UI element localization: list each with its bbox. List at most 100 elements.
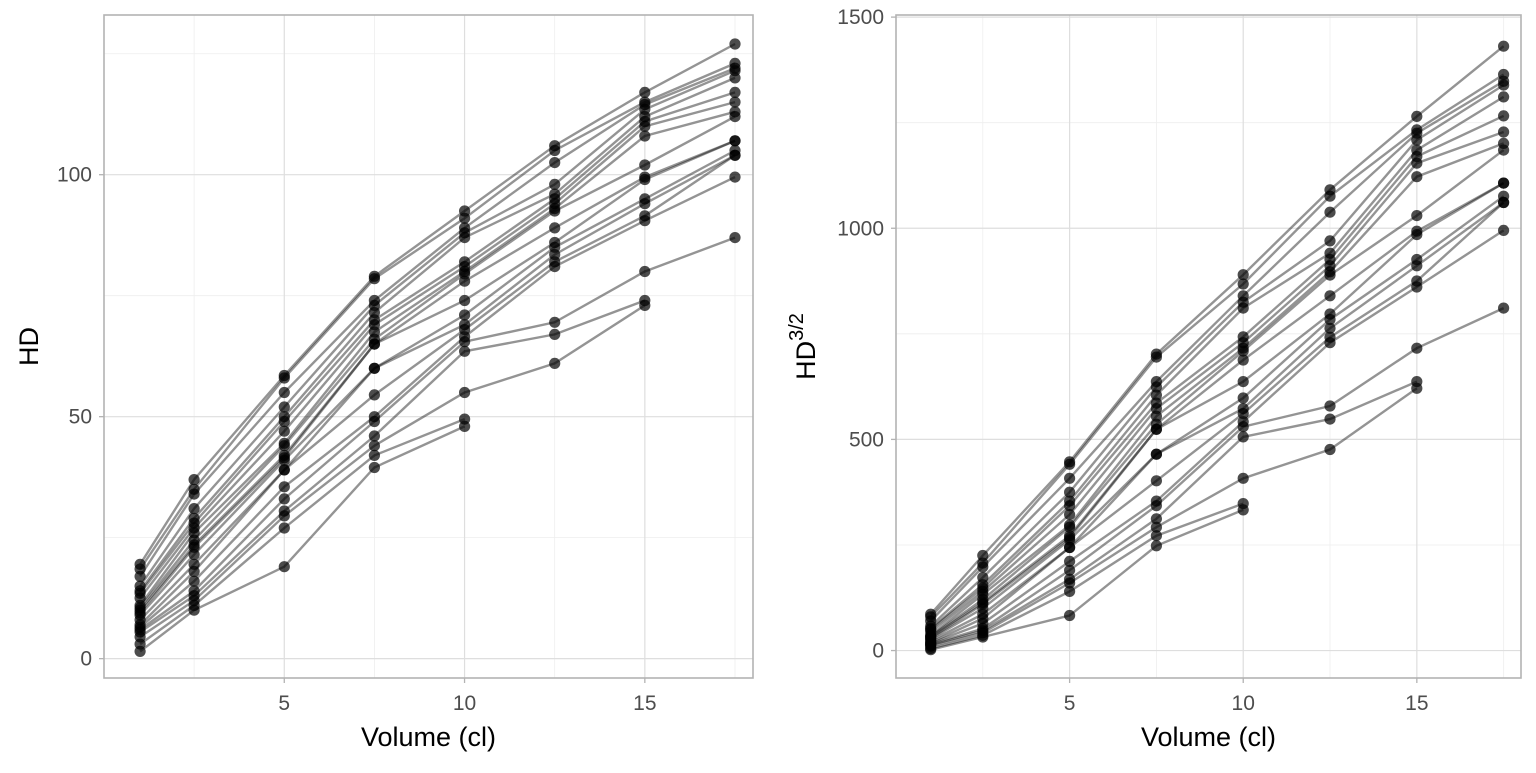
data-point: [368, 440, 380, 452]
data-point: [1150, 448, 1162, 460]
series-line-16: [930, 307, 1505, 646]
data-point: [459, 275, 471, 287]
data-point: [1411, 157, 1423, 169]
series-line-15: [930, 229, 1505, 645]
data-point: [1064, 486, 1076, 498]
data-point: [729, 86, 741, 98]
data-point: [1411, 229, 1423, 241]
data-point: [1237, 302, 1249, 314]
data-point: [368, 449, 380, 461]
data-point: [639, 215, 651, 227]
data-point: [1411, 281, 1423, 293]
data-point: [1324, 235, 1336, 247]
data-point: [1324, 313, 1336, 326]
data-point: [977, 561, 989, 573]
data-point: [278, 415, 290, 428]
data-point: [188, 503, 200, 515]
data-point: [729, 38, 741, 50]
data-point: [925, 644, 937, 656]
data-point: [729, 72, 741, 84]
data-point: [1411, 260, 1423, 272]
data-point: [1150, 500, 1162, 512]
data-point: [1324, 290, 1336, 302]
y-tick-label: 1000: [837, 217, 884, 240]
data-point: [1064, 500, 1076, 512]
data-point: [549, 157, 561, 169]
data-point: [729, 171, 741, 183]
data-point: [278, 372, 290, 384]
data-point: [278, 425, 290, 437]
data-point: [1324, 400, 1336, 412]
data-point: [459, 212, 471, 224]
data-point: [1064, 472, 1076, 484]
series-line-3: [139, 67, 736, 578]
series-line-8: [929, 142, 1505, 637]
data-point: [1498, 91, 1510, 103]
data-point: [639, 86, 651, 98]
data-point: [368, 461, 380, 474]
data-point: [549, 222, 561, 234]
data-point: [1324, 413, 1336, 425]
data-point: [1324, 269, 1336, 281]
series-line-11: [139, 139, 736, 614]
y-axis-title-superscript: 3/2: [786, 313, 808, 341]
data-point: [1064, 555, 1076, 568]
data-point: [549, 357, 561, 369]
data-point: [1411, 134, 1423, 146]
y-tick-label: 0: [872, 640, 884, 663]
data-point: [1064, 609, 1076, 622]
data-point: [278, 510, 290, 522]
data-point: [188, 604, 200, 616]
series-line-12: [139, 149, 736, 616]
series-line-7: [139, 100, 736, 599]
data-point: [549, 328, 561, 340]
y-axis-title: HD: [14, 327, 44, 366]
data-point: [1324, 443, 1336, 456]
data-point: [188, 474, 200, 486]
series-line-9: [930, 149, 1505, 638]
data-point: [1237, 392, 1249, 404]
data-point: [639, 198, 651, 210]
series-line-11: [930, 182, 1505, 640]
data-point: [368, 273, 380, 285]
data-point: [1324, 322, 1336, 334]
series-line-1: [139, 42, 736, 565]
series-line-4: [139, 69, 736, 587]
data-point: [459, 232, 471, 244]
data-point: [1064, 458, 1076, 470]
data-point: [729, 135, 741, 147]
data-point: [188, 565, 200, 578]
data-point: [1237, 431, 1249, 443]
data-point: [1411, 171, 1423, 183]
y-axis-title: HD3/2: [786, 313, 821, 380]
data-point: [1150, 513, 1162, 525]
series-line-13: [930, 201, 1505, 642]
data-point: [1324, 337, 1336, 349]
data-point: [639, 173, 651, 186]
data-point: [549, 205, 561, 217]
data-point: [549, 261, 561, 273]
data-point: [459, 386, 471, 399]
data-point: [1150, 381, 1162, 393]
data-point: [1324, 190, 1336, 202]
series-line-14: [139, 154, 736, 626]
data-point: [278, 401, 290, 413]
data-point: [1237, 354, 1249, 366]
data-point: [368, 415, 380, 428]
data-point: [1237, 345, 1249, 357]
chart-panel-2: 5 10 15 0 500 1000 1500 Volume (cl) HD3/2: [786, 6, 1522, 752]
data-point: [1150, 540, 1162, 552]
data-point: [639, 159, 651, 171]
data-point: [1150, 530, 1162, 542]
y-tick-label: 0: [80, 648, 92, 671]
data-point: [368, 389, 380, 401]
series-line-5: [139, 76, 736, 592]
data-point: [278, 522, 290, 534]
data-point: [1237, 269, 1249, 281]
data-point: [278, 454, 290, 466]
data-point: [639, 265, 651, 278]
data-point: [1498, 196, 1510, 209]
data-point: [1064, 508, 1076, 521]
